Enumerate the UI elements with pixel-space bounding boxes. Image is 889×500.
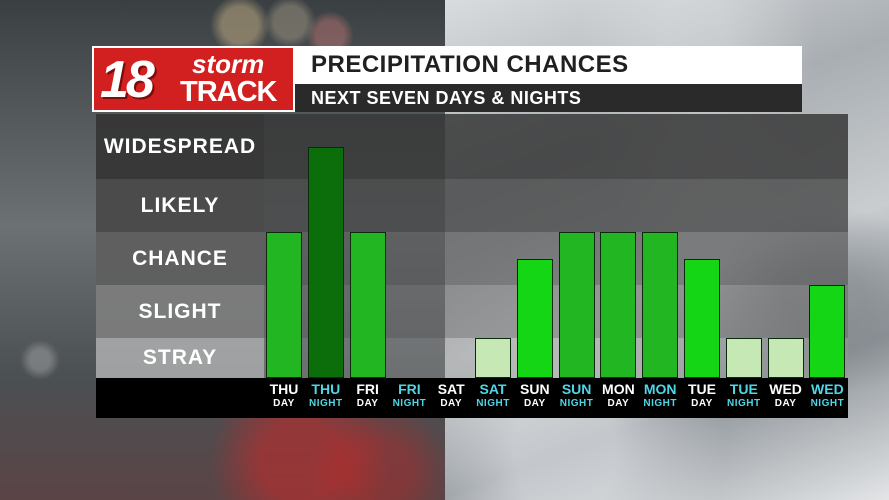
x-tick-label: SUN NIGHT — [556, 381, 598, 410]
bar-mon-night — [642, 232, 679, 378]
x-tick-period: DAY — [523, 398, 546, 409]
x-tick-label: SAT DAY — [430, 381, 472, 410]
chart-subtitle: NEXT SEVEN DAYS & NIGHTS — [295, 84, 802, 112]
bar-tue-night — [725, 338, 762, 378]
x-tick-label: WED NIGHT — [806, 381, 848, 410]
bar-fri-day — [349, 232, 386, 378]
x-tick-period: DAY — [607, 398, 630, 409]
x-tick-day: WED — [811, 381, 844, 397]
x-tick-period: NIGHT — [643, 398, 677, 409]
x-tick-label: FRI NIGHT — [388, 381, 430, 410]
band-label-cell: LIKELY — [96, 179, 264, 232]
y-level-label: WIDESPREAD — [103, 134, 257, 158]
x-tick-day: SAT — [479, 381, 507, 397]
bar-sat-night — [475, 338, 511, 378]
x-tick-label: SAT NIGHT — [472, 381, 514, 410]
band-label-cell: SLIGHT — [96, 285, 264, 338]
x-tick-label: WED DAY — [765, 381, 807, 410]
x-tick-period: NIGHT — [559, 398, 594, 409]
x-tick-day: THU — [311, 381, 341, 397]
x-tick-day: MON — [643, 381, 677, 397]
x-tick-period: DAY — [356, 398, 379, 409]
x-tick-day: SAT — [437, 381, 465, 397]
x-tick-label: FRI DAY — [347, 381, 389, 410]
band-widespread: WIDESPREAD — [96, 114, 848, 179]
x-tick-label: TUE NIGHT — [723, 381, 765, 410]
x-tick-day: TUE — [729, 381, 758, 397]
logo-number: 18 — [100, 51, 155, 109]
x-tick-period: NIGHT — [810, 398, 845, 409]
x-tick-day: MON — [602, 381, 635, 397]
x-tick-day: SUN — [561, 381, 592, 397]
bar-sun-day — [516, 258, 553, 378]
bar-thu-day — [266, 232, 302, 378]
x-tick-period: NIGHT — [476, 398, 510, 409]
storm-track-logo: 18 storm TRACK — [92, 46, 295, 112]
bar-wed-day — [767, 338, 804, 378]
x-tick-label: TUE DAY — [681, 381, 723, 410]
x-tick-day: SUN — [520, 381, 550, 397]
x-tick-day: FRI — [356, 381, 379, 397]
logo-word-track: TRACK — [180, 76, 277, 108]
band-stray: STRAY — [96, 338, 848, 378]
band-label-cell: STRAY — [96, 338, 264, 378]
y-level-label: LIKELY — [140, 193, 220, 217]
x-axis: THU DAY THU NIGHT FRI DAY FRI NIGHT SAT DAY SAT NIG… — [96, 378, 848, 418]
x-tick-day: WED — [769, 381, 802, 397]
bar-thu-night — [307, 146, 344, 378]
band-label-cell: WIDESPREAD — [96, 114, 264, 179]
x-tick-label: MON DAY — [597, 381, 639, 410]
band-chance: CHANCE — [96, 232, 848, 285]
band-likely: LIKELY — [96, 179, 848, 232]
x-tick-period: DAY — [691, 398, 713, 409]
x-tick-label: MON NIGHT — [639, 381, 681, 410]
x-tick-period: NIGHT — [726, 398, 761, 409]
x-tick-period: DAY — [774, 398, 797, 409]
band-label-cell: CHANCE — [96, 232, 264, 285]
bar-sun-night — [558, 232, 595, 378]
x-tick-label: THU NIGHT — [305, 381, 347, 410]
x-tick-day: THU — [269, 381, 299, 397]
x-tick-period: DAY — [440, 398, 463, 409]
y-level-label: STRAY — [142, 346, 218, 369]
bar-wed-night — [809, 285, 846, 378]
x-tick-period: NIGHT — [308, 398, 343, 409]
band-slight: SLIGHT — [96, 285, 848, 338]
x-tick-period: DAY — [273, 398, 295, 409]
logo-word-storm: storm — [192, 49, 265, 79]
x-tick-period: NIGHT — [392, 398, 427, 409]
x-tick-label: SUN DAY — [514, 381, 556, 410]
x-tick-day: FRI — [398, 381, 421, 397]
y-level-label: SLIGHT — [138, 299, 222, 323]
x-tick-label: THU DAY — [263, 381, 305, 410]
x-tick-day: TUE — [688, 381, 716, 397]
bar-mon-day — [600, 232, 637, 378]
y-level-label: CHANCE — [132, 246, 228, 270]
bar-tue-day — [684, 258, 720, 378]
precipitation-chart: STRAY SLIGHT CHANCE LIKELY WIDESPREAD THU DAY… — [96, 114, 848, 418]
chart-title: PRECIPITATION CHANCES — [295, 46, 802, 84]
